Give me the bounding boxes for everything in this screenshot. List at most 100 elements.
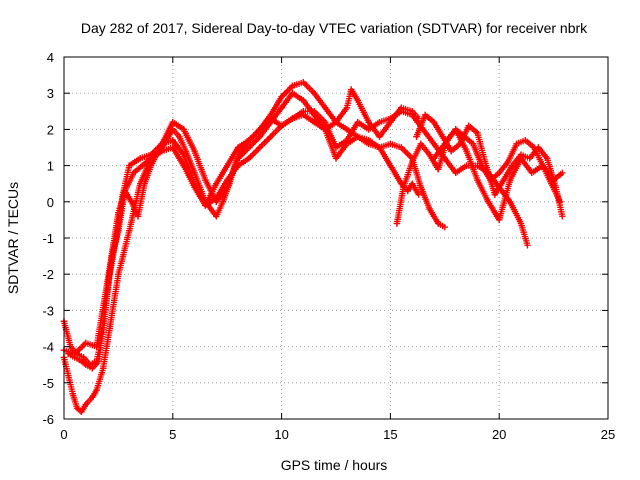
data-point [224, 162, 231, 169]
data-point [522, 137, 529, 144]
data-point [332, 155, 340, 162]
data-point [80, 354, 87, 361]
data-point [343, 126, 351, 133]
data-point [176, 133, 183, 140]
data-point [469, 140, 477, 148]
data-point [95, 357, 103, 365]
data-point [245, 144, 253, 151]
data-point [256, 144, 264, 151]
data-point [535, 144, 542, 151]
data-point [332, 118, 340, 126]
data-point [82, 339, 89, 347]
data-point [108, 252, 116, 260]
axes: 0 5 10 15 20 25 -6 -5 -4 -3 -2 -1 0 1 2 3 4 [42, 50, 615, 442]
x-tick-label: 20 [492, 427, 506, 442]
data-point [430, 155, 438, 162]
data-point [343, 104, 351, 111]
data-point [559, 213, 566, 220]
data-point [435, 220, 442, 227]
data-point [147, 155, 155, 162]
data-point [278, 93, 285, 101]
data-point [559, 169, 566, 177]
data-point [278, 122, 285, 129]
data-point [245, 155, 253, 162]
data-point [376, 118, 383, 126]
data-point [463, 162, 470, 169]
data-point [376, 144, 383, 151]
x-tick-label: 10 [274, 427, 288, 442]
data-point [158, 140, 166, 148]
data-point [311, 108, 318, 115]
data-point [169, 126, 176, 133]
data-point [234, 162, 242, 169]
data-point [517, 220, 525, 227]
data-point [517, 155, 525, 162]
data-point [300, 111, 307, 119]
data-point [267, 133, 274, 140]
data-point [300, 97, 307, 104]
data-point [134, 213, 142, 220]
data-point [448, 147, 455, 155]
data-point [398, 144, 405, 151]
y-tick-label: -1 [42, 231, 54, 246]
data-point [106, 325, 113, 332]
data-point [506, 198, 514, 205]
data-point [376, 133, 383, 140]
data-point [102, 299, 109, 307]
data-point [400, 184, 407, 191]
x-axis-title: GPS time / hours [281, 457, 388, 473]
data-point [121, 187, 129, 195]
data-point [482, 162, 490, 169]
y-tick-label: 0 [47, 195, 54, 210]
data-point [404, 187, 412, 195]
y-tick-label: 1 [47, 159, 54, 174]
data-point [126, 227, 133, 234]
data-point [506, 176, 514, 184]
data-point [417, 184, 425, 191]
data-point [496, 169, 503, 177]
data-point [141, 180, 148, 187]
data-point [71, 354, 79, 361]
data-point [89, 365, 96, 372]
data-point [224, 176, 231, 184]
y-tick-label: -5 [42, 376, 54, 391]
data-point [191, 184, 198, 191]
data-point [180, 151, 187, 158]
data-point [365, 118, 372, 126]
data-point [415, 191, 422, 198]
data-point [365, 126, 372, 133]
data-point [321, 104, 329, 111]
data-point [321, 118, 329, 126]
data-point [513, 140, 520, 148]
data-point [474, 176, 481, 184]
data-point [82, 401, 89, 408]
series-track-6 [413, 111, 566, 220]
data-point [115, 227, 122, 234]
data-point [552, 184, 559, 191]
data-point [393, 220, 401, 227]
data-point [245, 137, 253, 144]
data-point [430, 118, 438, 126]
data-point [289, 82, 296, 90]
grid-lines [64, 57, 608, 419]
data-point [136, 155, 144, 162]
data-point [69, 390, 76, 397]
data-point [289, 115, 296, 122]
data-point [430, 140, 438, 148]
data-point [278, 104, 285, 111]
data-point [202, 202, 209, 209]
data-point [234, 144, 242, 151]
data-point [439, 133, 446, 140]
y-tick-label: 3 [47, 86, 54, 101]
data-point [321, 126, 329, 133]
data-point [130, 169, 137, 177]
data-point [496, 216, 503, 224]
x-tick-label: 0 [60, 427, 67, 442]
y-axis-title: SDTVAR / TECUs [5, 182, 21, 294]
series-track-7 [430, 126, 566, 224]
data-point [256, 126, 264, 133]
data-point [139, 162, 146, 169]
data-point [99, 365, 107, 372]
data-point [89, 394, 96, 401]
